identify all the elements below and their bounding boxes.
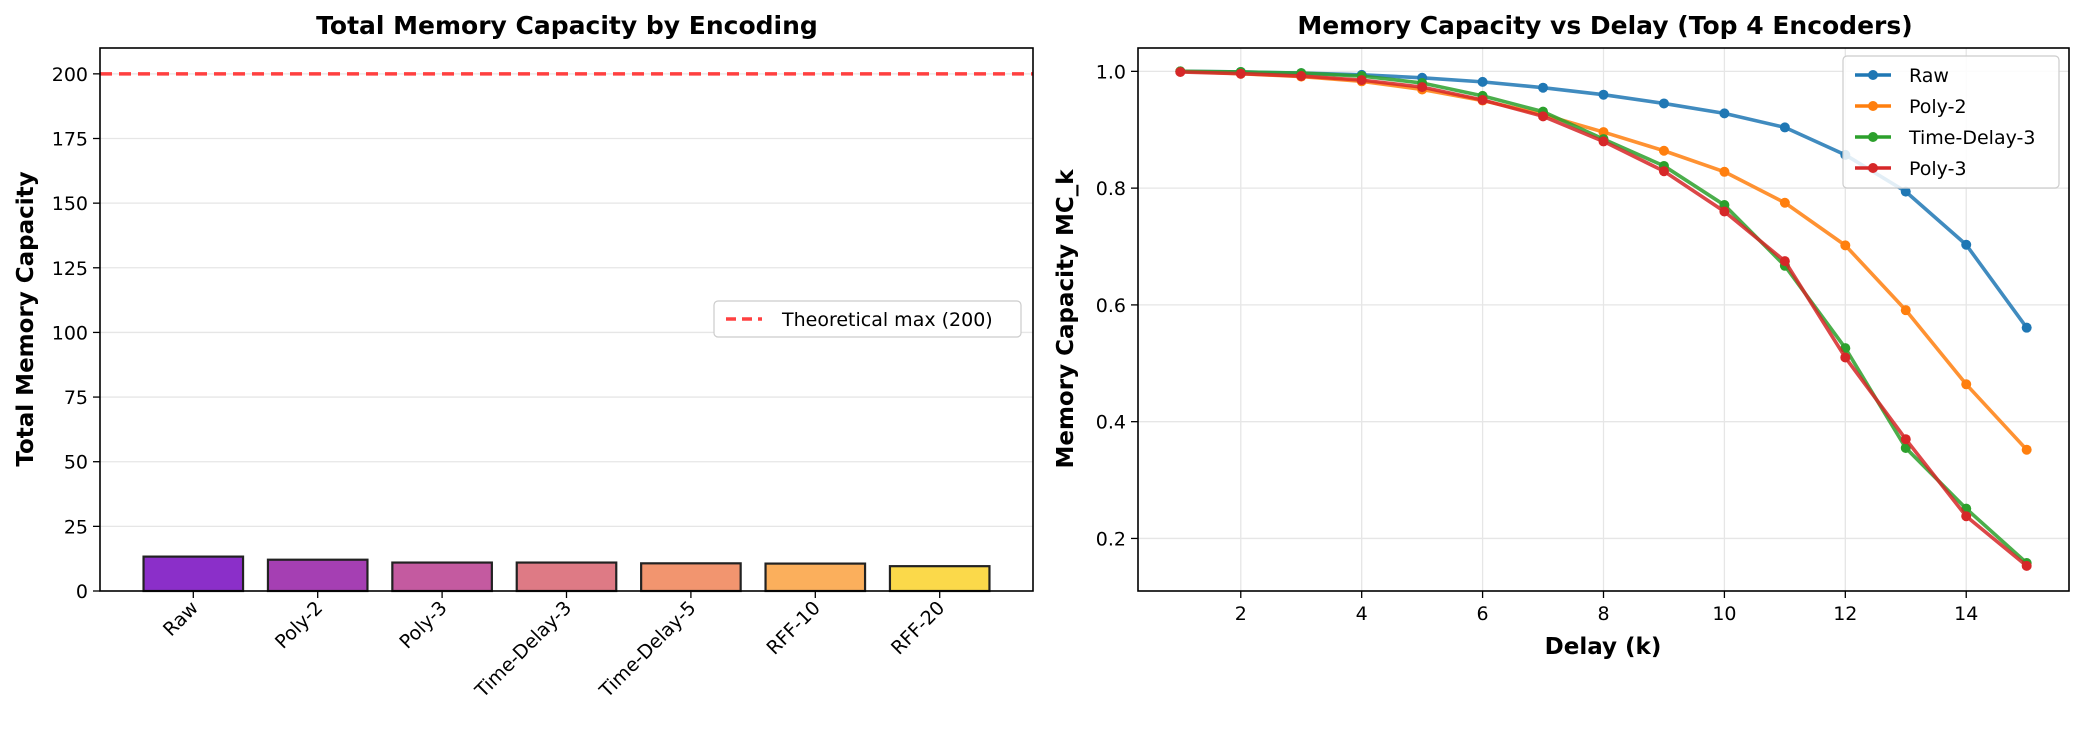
- y-tick-label: 125: [52, 258, 88, 280]
- x-tick-label: RFF-10: [763, 597, 825, 659]
- data-point: [1538, 111, 1549, 122]
- data-point: [1719, 206, 1730, 217]
- data-point: [1961, 511, 1972, 522]
- bar-rff-20: [888, 565, 991, 593]
- right-y-ticks: 0.2 0.4 0.6 0.8 1.0: [1096, 61, 1138, 550]
- data-point: [1900, 305, 1911, 316]
- legend-marker: [1868, 70, 1878, 80]
- bar-raw: [142, 555, 245, 593]
- x-tick-label: 4: [1356, 603, 1368, 625]
- legend-label: Time-Delay-3: [1908, 127, 2035, 149]
- data-point: [2021, 560, 2032, 571]
- data-point: [2021, 444, 2032, 455]
- data-point: [2021, 322, 2032, 333]
- left-x-ticks: Raw Poly-2 Poly-3 Time-Delay-3 Time-Delay-5 R…: [159, 591, 949, 703]
- legend-label: Raw: [1909, 65, 1949, 87]
- x-tick-label: 8: [1597, 603, 1609, 625]
- y-tick-label: 0.6: [1096, 295, 1126, 317]
- data-point: [1840, 240, 1851, 251]
- legend-marker: [1868, 101, 1878, 111]
- y-tick-label: 0.8: [1096, 178, 1126, 200]
- data-point: [1477, 76, 1488, 87]
- data-point: [1658, 145, 1669, 156]
- data-point: [1538, 82, 1549, 93]
- series-poly-3: [1175, 66, 2032, 571]
- right-legend: Raw Poly-2 Time-Delay-3 Poly-3: [1842, 55, 2060, 189]
- bars: [142, 555, 991, 593]
- data-point: [1477, 94, 1488, 105]
- y-tick-label: 0.2: [1096, 528, 1126, 550]
- legend-marker: [1868, 163, 1878, 173]
- right-y-axis-label: Memory Capacity MC_k: [1053, 169, 1079, 469]
- left-legend-box: [713, 300, 1022, 338]
- data-point: [1961, 239, 1972, 250]
- y-tick-label: 50: [64, 452, 88, 474]
- x-tick-label: 14: [1954, 603, 1978, 625]
- y-tick-label: 25: [64, 516, 88, 538]
- data-point: [1779, 197, 1790, 208]
- left-y-axis-label: Total Memory Capacity: [13, 171, 39, 466]
- data-point: [1719, 108, 1730, 119]
- data-point: [1779, 122, 1790, 133]
- x-tick-label: Poly-2: [271, 597, 327, 653]
- right-x-ticks: 2 4 6 8 10 12 14: [1235, 591, 1978, 625]
- data-point: [1779, 256, 1790, 267]
- data-point: [1900, 442, 1911, 453]
- data-point: [1356, 75, 1367, 86]
- data-point: [1840, 352, 1851, 363]
- right-x-axis-label: Delay (k): [1545, 634, 1662, 660]
- data-point: [1719, 166, 1730, 177]
- right-chart-title: Memory Capacity vs Delay (Top 4 Encoders…: [1297, 11, 1912, 40]
- y-tick-label: 0.4: [1096, 412, 1126, 434]
- y-tick-label: 175: [52, 129, 88, 151]
- y-tick-label: 0: [76, 581, 88, 603]
- bar-time-delay-5: [640, 562, 742, 593]
- data-point: [1598, 89, 1609, 100]
- data-point: [1658, 166, 1669, 177]
- legend-label: Poly-3: [1909, 158, 1967, 180]
- x-tick-label: 10: [1712, 603, 1736, 625]
- right-legend-box: [1842, 55, 2060, 189]
- x-tick-label: RFF-20: [887, 597, 949, 659]
- x-tick-label: Time-Delay-3: [470, 597, 576, 703]
- bar-poly-3: [391, 561, 493, 593]
- left-y-ticks: 0 25 50 75 100 125 150 175 200: [52, 64, 100, 603]
- left-chart-title: Total Memory Capacity by Encoding: [316, 11, 818, 40]
- bar-time-delay-3: [515, 561, 618, 593]
- data-point: [1417, 82, 1428, 93]
- left-legend: Theoretical max (200): [713, 300, 1022, 338]
- y-tick-label: 150: [52, 193, 88, 215]
- x-tick-label: 6: [1477, 603, 1489, 625]
- y-tick-label: 75: [64, 387, 88, 409]
- x-tick-label: Poly-3: [395, 597, 451, 653]
- x-tick-label: Raw: [159, 597, 203, 641]
- right-chart: Memory Capacity vs Delay (Top 4 Encoders…: [1053, 11, 2070, 660]
- data-point: [1900, 434, 1911, 445]
- data-point: [1961, 379, 1972, 390]
- y-tick-label: 1.0: [1096, 61, 1126, 83]
- x-tick-label: 2: [1235, 603, 1247, 625]
- x-tick-label: 12: [1833, 603, 1857, 625]
- data-point: [1658, 98, 1669, 109]
- y-tick-label: 100: [52, 322, 88, 344]
- data-point: [1175, 66, 1186, 77]
- data-point: [1296, 71, 1307, 82]
- data-point: [1235, 68, 1246, 79]
- legend-label: Poly-2: [1909, 96, 1967, 118]
- legend-marker: [1868, 132, 1878, 142]
- bar-rff-10: [764, 562, 867, 593]
- x-tick-label: Time-Delay-5: [595, 597, 701, 703]
- left-chart: Total Memory Capacity by Encoding 0 25 50 7…: [13, 11, 1034, 703]
- data-point: [1598, 136, 1609, 147]
- y-tick-label: 200: [52, 64, 88, 86]
- legend-label-threshold: Theoretical max (200): [781, 309, 993, 331]
- series-lines: [1175, 66, 2032, 571]
- data-point: [1598, 127, 1609, 138]
- data-point: [1900, 186, 1911, 197]
- bar-poly-2: [266, 558, 369, 593]
